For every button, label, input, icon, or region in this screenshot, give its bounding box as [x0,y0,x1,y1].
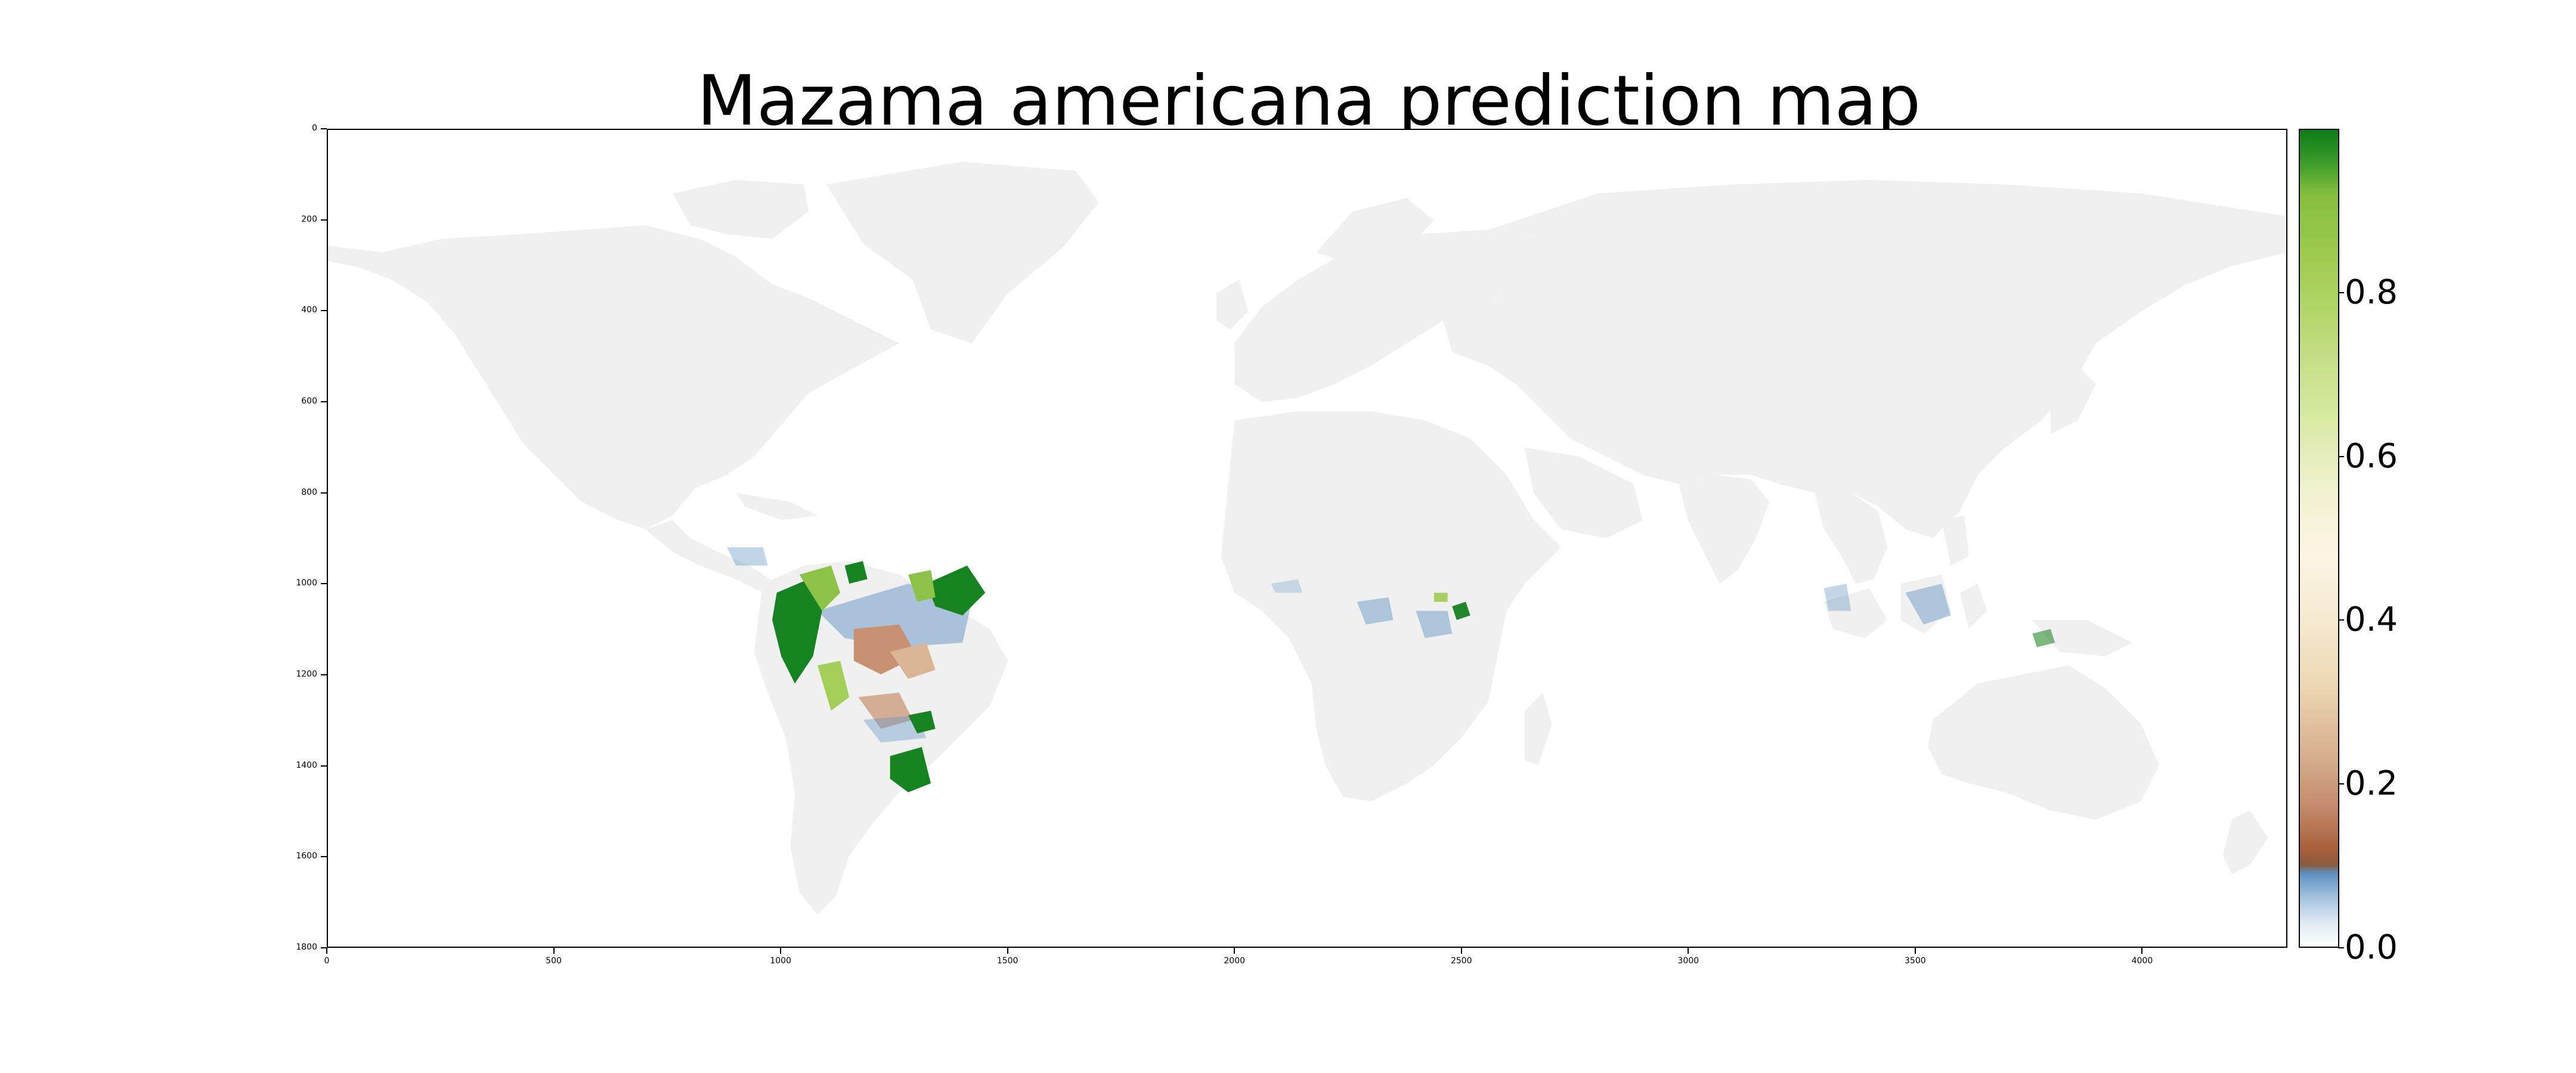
borneo [1900,574,1951,634]
central-america [645,520,777,593]
map-title: Mazama americana prediction map [696,61,1921,141]
x-tick-mark [553,948,555,954]
south-america [754,561,1008,915]
map-plot-area [327,129,2287,948]
y-tick-label: 200 [301,214,317,224]
madagascar [1524,692,1552,765]
colorbar-tick-label: 0.2 [2345,764,2398,804]
x-tick-label: 2000 [1224,956,1246,966]
uk [1216,280,1249,330]
africa [1221,411,1561,802]
x-tick-mark [1914,948,1916,954]
indonesia [1823,588,1888,638]
y-tick-mark [321,583,327,585]
arabia [1524,447,1643,538]
x-tick-mark [780,948,782,954]
philippines [1942,515,1969,566]
y-tick-label: 1000 [296,578,317,588]
europe [1234,230,1552,402]
colorbar-tick-label: 0.4 [2345,600,2398,640]
colorbar-tick-label: 0.6 [2345,436,2398,476]
land-masses [328,162,2286,915]
new-guinea [2032,620,2132,656]
x-tick-mark [1234,948,1236,954]
colorbar-tick-mark [2338,783,2344,785]
y-tick-label: 800 [301,487,317,497]
x-tick-label: 3000 [1677,956,1699,966]
y-tick-label: 400 [301,305,317,315]
colorbar-tick-mark [2338,947,2344,948]
new-zealand [2222,810,2268,874]
australia [1928,665,2160,820]
y-tick-label: 600 [301,396,317,406]
x-tick-label: 1500 [996,956,1018,966]
prediction-africa [1271,579,1470,638]
x-tick-label: 2500 [1450,956,1472,966]
y-tick-mark [321,674,327,675]
y-tick-mark [321,947,327,948]
y-tick-label: 1200 [296,669,317,679]
x-tick-mark [1688,948,1689,954]
y-tick-label: 1800 [296,942,317,952]
x-tick-label: 3500 [1905,956,1926,966]
x-tick-mark [326,948,327,954]
x-tick-label: 4000 [2131,956,2153,966]
colorbar-tick-mark [2338,619,2344,621]
colorbar [2299,129,2339,948]
y-tick-mark [321,401,327,402]
x-tick-label: 0 [324,956,330,966]
caribbean [736,492,818,520]
north-america [328,225,899,529]
y-tick-mark [321,219,327,221]
x-tick-label: 1000 [770,956,791,966]
y-tick-mark [321,765,327,767]
colorbar-tick-mark [2338,291,2344,293]
y-tick-mark [321,128,327,129]
world-map [328,162,2286,915]
y-tick-mark [321,492,327,494]
southeast-asia [1815,492,1888,584]
japan [2050,365,2096,434]
x-tick-mark [1460,948,1462,954]
india [1679,475,1770,584]
colorbar-tick-label: 0.8 [2345,272,2398,312]
y-tick-label: 1400 [296,760,317,770]
x-tick-mark [1007,948,1008,954]
sulawesi [1959,584,1987,629]
prediction-asia [1823,584,2055,647]
colorbar-tick-mark [2338,455,2344,457]
y-tick-mark [321,310,327,312]
scandinavia [1316,198,1434,271]
y-tick-label: 1600 [296,851,317,861]
asia [1443,179,2286,538]
x-tick-label: 500 [546,956,562,966]
prediction-south-america [726,547,986,793]
y-tick-label: 0 [312,123,317,133]
greenland [826,162,1099,343]
colorbar-tick-label: 0.0 [2345,928,2398,967]
y-tick-mark [321,856,327,858]
x-tick-mark [2141,948,2143,954]
arctic-islands [672,179,809,239]
